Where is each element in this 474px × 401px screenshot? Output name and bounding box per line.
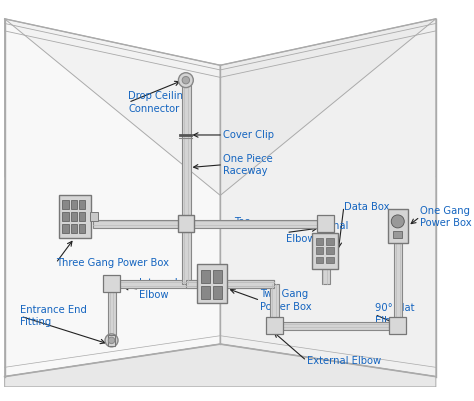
Text: Data Box: Data Box bbox=[344, 202, 389, 212]
Text: Drop Ceiling
Connector: Drop Ceiling Connector bbox=[128, 91, 190, 113]
Text: Cover Clip: Cover Clip bbox=[223, 130, 274, 140]
Bar bbox=[316, 257, 323, 263]
Bar bbox=[108, 335, 115, 346]
Bar bbox=[197, 264, 227, 303]
Bar bbox=[326, 238, 334, 245]
Text: 90° External
Elbow: 90° External Elbow bbox=[286, 221, 348, 244]
Bar bbox=[62, 212, 69, 221]
Bar bbox=[103, 275, 120, 292]
Bar bbox=[316, 247, 323, 254]
Bar bbox=[62, 224, 69, 233]
Bar bbox=[388, 209, 408, 243]
Circle shape bbox=[108, 337, 115, 344]
Bar bbox=[186, 280, 274, 288]
Text: One Gang
Power Box: One Gang Power Box bbox=[420, 206, 472, 228]
Text: Tee: Tee bbox=[234, 217, 251, 227]
Bar bbox=[182, 77, 191, 223]
Circle shape bbox=[182, 77, 190, 84]
Text: Internal
Elbow: Internal Elbow bbox=[139, 278, 178, 300]
Bar bbox=[326, 247, 334, 254]
Bar bbox=[182, 232, 191, 284]
Bar bbox=[79, 200, 85, 209]
Bar bbox=[201, 270, 210, 283]
Bar bbox=[90, 212, 98, 221]
Bar bbox=[62, 200, 69, 209]
Bar bbox=[59, 195, 91, 238]
Bar bbox=[394, 243, 402, 326]
Text: External Elbow: External Elbow bbox=[307, 356, 381, 366]
Bar bbox=[266, 317, 283, 334]
Bar bbox=[321, 232, 330, 284]
Circle shape bbox=[105, 334, 118, 347]
Bar bbox=[79, 212, 85, 221]
Bar bbox=[71, 200, 77, 209]
Bar bbox=[79, 224, 85, 233]
Bar bbox=[71, 224, 77, 233]
Bar bbox=[326, 257, 334, 263]
Polygon shape bbox=[5, 344, 436, 387]
Polygon shape bbox=[5, 19, 220, 377]
Bar bbox=[201, 286, 210, 298]
Bar bbox=[316, 238, 323, 245]
Bar bbox=[274, 322, 389, 330]
Text: Entrance End
Fitting: Entrance End Fitting bbox=[20, 305, 87, 327]
Polygon shape bbox=[220, 19, 436, 195]
Bar bbox=[271, 284, 279, 326]
Text: Two Gang
Power Box: Two Gang Power Box bbox=[260, 289, 312, 312]
Text: Three Gang Power Box: Three Gang Power Box bbox=[56, 258, 169, 268]
Text: One Piece
Raceway: One Piece Raceway bbox=[223, 154, 273, 176]
Bar bbox=[108, 292, 116, 335]
Polygon shape bbox=[220, 19, 436, 377]
Polygon shape bbox=[5, 19, 220, 195]
Bar bbox=[111, 280, 274, 288]
Circle shape bbox=[178, 73, 193, 87]
Bar bbox=[393, 231, 402, 238]
Bar bbox=[93, 220, 186, 228]
Circle shape bbox=[391, 215, 404, 228]
Bar bbox=[389, 317, 406, 334]
Bar bbox=[71, 212, 77, 221]
Bar bbox=[317, 215, 334, 232]
Bar bbox=[186, 220, 325, 228]
Bar bbox=[213, 270, 222, 283]
Bar bbox=[213, 286, 222, 298]
Bar bbox=[177, 215, 194, 232]
Text: 90° Flat
Elbow: 90° Flat Elbow bbox=[374, 303, 414, 326]
Bar bbox=[312, 233, 338, 269]
